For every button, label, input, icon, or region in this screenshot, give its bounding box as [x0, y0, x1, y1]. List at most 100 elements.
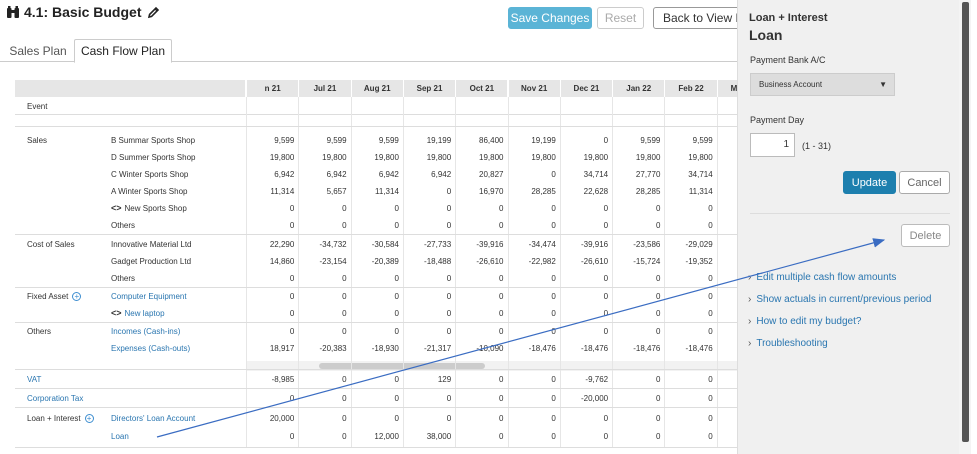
table-cell[interactable]: 0	[551, 414, 556, 423]
table-cell[interactable]: -23,586	[633, 240, 661, 249]
table-cell[interactable]: 0	[342, 394, 347, 403]
table-cell[interactable]: -26,610	[476, 257, 504, 266]
table-cell[interactable]	[717, 288, 737, 305]
table-cell[interactable]: 0	[551, 292, 556, 301]
payment-day-input[interactable]: 1	[750, 133, 795, 157]
table-cell[interactable]: 19,800	[269, 153, 295, 162]
table-cell[interactable]: 0	[603, 327, 609, 336]
table-cell[interactable]: 0	[394, 204, 399, 213]
table-cell[interactable]: 0	[603, 432, 609, 441]
table-cell[interactable]: 0	[708, 432, 713, 441]
table-cell[interactable]: 9,599	[692, 136, 713, 145]
table-cell[interactable]: 16,970	[479, 187, 504, 196]
table-cell[interactable]: 9,599	[274, 136, 295, 145]
table-cell[interactable]: -18,930	[371, 344, 399, 353]
table-cell[interactable]: -20,389	[371, 257, 399, 266]
table-cell[interactable]: 19,800	[688, 153, 713, 162]
table-cell[interactable]: 11,314	[688, 187, 713, 196]
row-item-label[interactable]: Computer Equipment	[111, 288, 187, 305]
table-cell[interactable]: 0	[289, 221, 295, 230]
link-how-to-edit[interactable]: › How to edit my budget?	[748, 316, 861, 327]
table-cell[interactable]: 0	[342, 327, 347, 336]
table-cell[interactable]: -8,48	[717, 371, 737, 388]
table-cell[interactable]: 0	[655, 394, 661, 403]
table-cell[interactable]: 19,800	[717, 149, 737, 166]
table-cell[interactable]: 0	[655, 221, 661, 230]
table-cell[interactable]: 0	[708, 274, 713, 283]
table-cell[interactable]: 0	[394, 274, 399, 283]
table-cell[interactable]: 0	[342, 309, 347, 318]
table-cell[interactable]: -18,476	[633, 344, 661, 353]
table-cell[interactable]	[717, 200, 737, 217]
table-cell[interactable]: 19,800	[322, 153, 347, 162]
table-cell[interactable]	[717, 428, 737, 445]
table-cell[interactable]: -15,72	[717, 253, 737, 270]
table-cell[interactable]: 0	[603, 292, 609, 301]
table-cell[interactable]: 0	[394, 221, 399, 230]
pencil-icon[interactable]	[147, 6, 160, 19]
table-cell[interactable]: 0	[551, 432, 556, 441]
table-cell[interactable]: 0	[499, 375, 504, 384]
table-cell[interactable]: 0	[708, 375, 713, 384]
add-circle-icon[interactable]: +	[72, 292, 82, 301]
table-cell[interactable]: 0	[499, 204, 504, 213]
table-cell[interactable]: 0	[603, 274, 609, 283]
table-cell[interactable]: 6,942	[326, 170, 347, 179]
table-cell[interactable]: 0	[499, 394, 504, 403]
table-cell[interactable]: 0	[708, 309, 713, 318]
table-cell[interactable]: 38,000	[426, 432, 452, 441]
table-cell[interactable]: 0	[446, 292, 452, 301]
table-cell[interactable]: 34,714	[688, 170, 713, 179]
table-cell[interactable]: 19,800	[479, 153, 504, 162]
table-cell[interactable]: 129	[437, 375, 452, 384]
table-cell[interactable]: -20,383	[319, 344, 347, 353]
table-cell[interactable]: 19,800	[583, 153, 609, 162]
update-button[interactable]: Update	[843, 171, 896, 194]
table-cell[interactable]: 0	[446, 204, 452, 213]
delete-button[interactable]: Delete	[901, 224, 950, 247]
table-cell[interactable]: 0	[342, 414, 347, 423]
table-cell[interactable]: 28,285	[531, 187, 556, 196]
table-cell[interactable]: -15,724	[633, 257, 661, 266]
table-cell[interactable]: 0	[499, 309, 504, 318]
table-cell[interactable]: 0	[551, 375, 556, 384]
table-cell[interactable]: 0	[551, 221, 556, 230]
table-cell[interactable]: 0	[394, 414, 399, 423]
table-cell[interactable]: -29,029	[685, 240, 713, 249]
row-item-label[interactable]: Directors' Loan Account	[111, 410, 195, 427]
table-cell[interactable]: 0	[499, 221, 504, 230]
table-cell[interactable]: 86,400	[479, 136, 504, 145]
table-cell[interactable]: 11,314	[270, 187, 295, 196]
table-cell[interactable]: 0	[394, 292, 399, 301]
link-troubleshooting[interactable]: › Troubleshooting	[748, 338, 828, 349]
table-cell[interactable]: 0	[446, 221, 452, 230]
table-cell[interactable]: 0	[708, 327, 713, 336]
table-cell[interactable]: 34,714	[583, 170, 609, 179]
table-cell[interactable]: 0	[655, 375, 661, 384]
back-to-view-mode-button[interactable]: Back to View Mo	[653, 7, 753, 29]
table-cell[interactable]: 5,657	[326, 187, 347, 196]
table-cell[interactable]: -18,476	[685, 344, 713, 353]
table-cell[interactable]: 0	[708, 292, 713, 301]
link-edit-multiple[interactable]: › Edit multiple cash flow amounts	[748, 272, 896, 283]
table-cell[interactable]: -27,733	[424, 240, 452, 249]
table-cell[interactable]: 0	[603, 414, 609, 423]
table-cell[interactable]: 16,97	[717, 183, 737, 200]
table-cell[interactable]: 11,314	[375, 187, 399, 196]
table-cell[interactable]: -8,985	[271, 375, 295, 384]
tab-cash-flow-plan[interactable]: Cash Flow Plan	[74, 39, 172, 63]
table-cell[interactable]: 0	[394, 375, 399, 384]
table-cell[interactable]: -34,474	[528, 240, 556, 249]
table-cell[interactable]: 0	[499, 292, 504, 301]
table-cell[interactable]: 19,800	[426, 153, 452, 162]
table-cell[interactable]: -23,58	[717, 236, 737, 253]
table-cell[interactable]: 0	[499, 414, 504, 423]
table-cell[interactable]: 0	[708, 394, 713, 403]
table-cell[interactable]	[717, 270, 737, 287]
table-cell[interactable]: -39,916	[476, 240, 504, 249]
table-cell[interactable]: 0	[655, 309, 661, 318]
link-show-actuals[interactable]: › Show actuals in current/previous perio…	[748, 294, 931, 305]
table-cell[interactable]: 22,628	[583, 187, 609, 196]
table-cell[interactable]: 0	[655, 432, 661, 441]
table-cell[interactable]: -26,610	[580, 257, 609, 266]
